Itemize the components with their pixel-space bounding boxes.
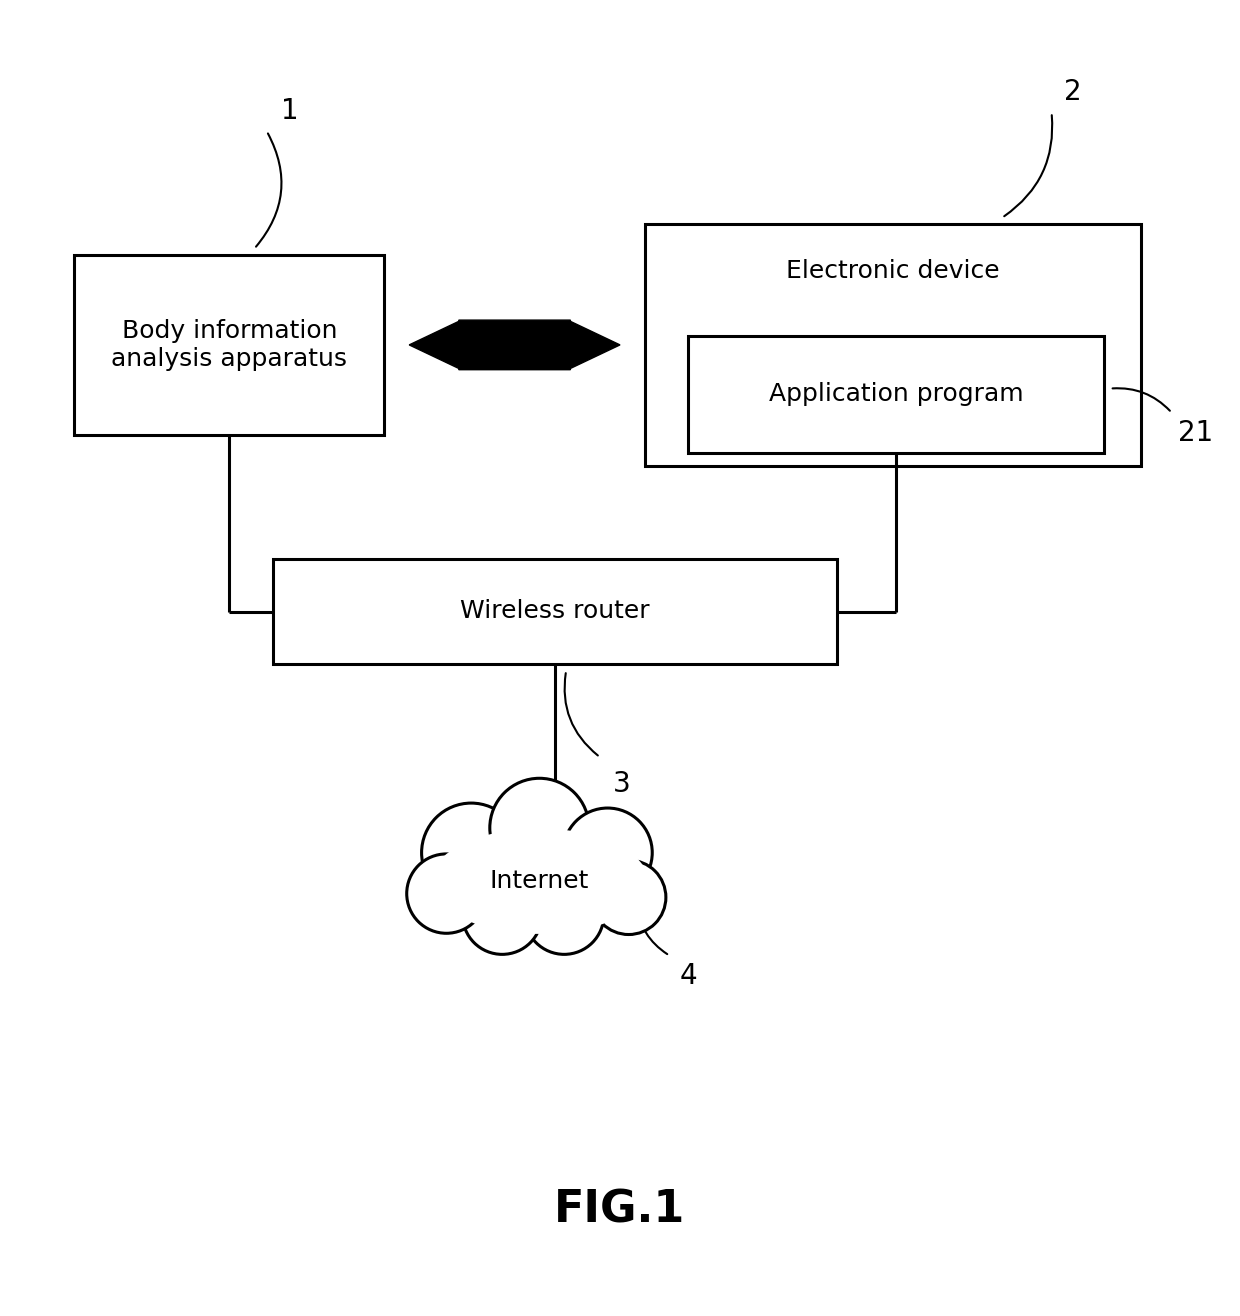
Text: Wireless router: Wireless router [460,600,650,624]
Text: Application program: Application program [769,383,1023,407]
Polygon shape [409,320,620,370]
Text: 2: 2 [1064,78,1081,107]
Circle shape [591,861,666,934]
Circle shape [563,808,652,898]
Circle shape [463,875,542,954]
FancyBboxPatch shape [273,559,837,665]
FancyBboxPatch shape [74,255,384,434]
Circle shape [407,854,486,933]
FancyBboxPatch shape [688,336,1104,454]
Text: 21: 21 [1178,418,1213,447]
Text: FIG.1: FIG.1 [554,1188,686,1232]
Circle shape [422,803,521,903]
FancyBboxPatch shape [645,224,1141,466]
Text: 3: 3 [613,770,630,797]
Circle shape [525,875,604,954]
Text: Electronic device: Electronic device [786,259,999,283]
Text: 4: 4 [680,962,697,990]
Text: 1: 1 [281,97,299,125]
Text: Body information
analysis apparatus: Body information analysis apparatus [112,318,347,371]
Circle shape [490,778,589,878]
Ellipse shape [432,829,647,934]
Text: Internet: Internet [490,869,589,894]
